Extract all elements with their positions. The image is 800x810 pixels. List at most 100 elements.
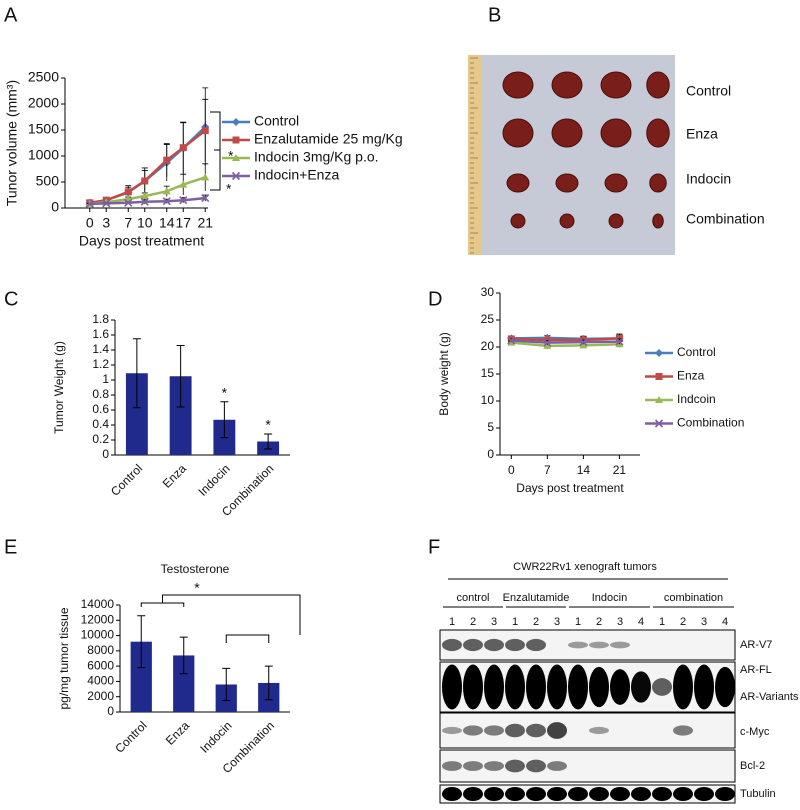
- y-tick-label: 0.2: [92, 432, 109, 446]
- marker: [655, 373, 663, 380]
- y-tick-label: 14000: [81, 597, 115, 611]
- tumor: [559, 213, 575, 229]
- group-label: control: [456, 592, 489, 604]
- y-tick-label: 25: [481, 312, 495, 326]
- panel-letter: A: [4, 4, 18, 26]
- band: [568, 641, 588, 649]
- tumor: [604, 173, 628, 193]
- band: [715, 787, 735, 801]
- legend-label: Enzalutamide 25 mg/Kg: [254, 131, 403, 147]
- y-tick-label: 0: [107, 704, 114, 718]
- chart-title: Testosterone: [161, 562, 230, 576]
- y-tick-label: 0.4: [92, 417, 109, 431]
- marker: [201, 127, 209, 135]
- annotation: *: [222, 384, 228, 400]
- band: [589, 666, 609, 708]
- y-tick-label: 6000: [87, 658, 114, 672]
- photo-row-label: Control: [686, 83, 731, 99]
- blot-header: CWR22Rv1 xenograft tumors: [513, 561, 657, 573]
- marker: [232, 118, 240, 126]
- marker: [179, 196, 188, 205]
- band: [547, 787, 567, 801]
- x-tick-label: Indocin: [197, 718, 234, 755]
- error-bar: [137, 615, 146, 669]
- y-tick-label: 8000: [87, 643, 114, 657]
- marker: [124, 188, 132, 196]
- lane-number: 2: [533, 616, 539, 628]
- band: [442, 726, 462, 735]
- y-tick-label: 2500: [28, 69, 59, 85]
- annotation: *: [228, 148, 234, 164]
- band: [484, 664, 504, 710]
- band: [547, 761, 567, 771]
- band: [610, 641, 630, 649]
- y-tick-label: 0: [487, 447, 494, 461]
- marker: [163, 156, 171, 164]
- series-line: [511, 341, 620, 348]
- y-axis-label: Tumor Weight (g): [52, 341, 66, 434]
- annotation: *: [226, 181, 232, 197]
- legend-label: Indcoin: [677, 392, 716, 406]
- tumor: [506, 173, 530, 193]
- band: [442, 638, 462, 652]
- band: [484, 638, 504, 652]
- band: [463, 638, 483, 652]
- marker: [201, 194, 210, 203]
- y-tick-label: 5: [487, 420, 494, 434]
- marker: [579, 341, 588, 349]
- x-tick-label: 10: [137, 215, 153, 231]
- band: [526, 723, 546, 738]
- chart: D 0 5 10 15 20 25 30 Body weight (g) 0 7 14 21 Days p…: [428, 285, 744, 495]
- lane-number: 2: [596, 616, 602, 628]
- y-tick-label: 1500: [28, 121, 59, 137]
- x-tick-label: Indocin: [195, 461, 232, 498]
- series-line: [89, 129, 207, 205]
- x-tick-label: Control: [108, 461, 145, 498]
- band: [652, 678, 672, 696]
- marker: [232, 154, 240, 161]
- marker: [179, 144, 187, 152]
- y-tick-label: 1.6: [92, 327, 109, 341]
- error-bar: [222, 667, 231, 702]
- y-tick-label: 20: [481, 339, 495, 353]
- lane-number: 3: [491, 616, 497, 628]
- tumor: [652, 213, 664, 229]
- marker: [654, 419, 664, 428]
- group-label: Indocin: [592, 592, 627, 604]
- lane-number: 3: [701, 616, 707, 628]
- tumor: [551, 118, 583, 148]
- photo-row-label: Indocin: [686, 171, 731, 187]
- y-tick-label: 0: [102, 447, 109, 461]
- series-line: [89, 125, 207, 205]
- marker: [543, 336, 551, 344]
- tumor: [502, 71, 534, 99]
- band: [505, 664, 525, 710]
- marker: [507, 336, 516, 345]
- blot-frame: [439, 712, 736, 749]
- y-tick-label: 1000: [28, 147, 59, 163]
- y-tick-label: 0.6: [92, 402, 109, 416]
- panel-letter: C: [4, 288, 18, 310]
- row-label: AR-V7: [740, 639, 772, 651]
- tumor: [600, 71, 632, 99]
- marker: [201, 173, 210, 181]
- band: [694, 787, 714, 801]
- ruler-ticks: [470, 57, 478, 254]
- lane-number: 4: [722, 616, 728, 628]
- marker: [655, 349, 663, 357]
- x-tick-label: 3: [102, 215, 110, 231]
- y-tick-label: 1.8: [92, 312, 109, 326]
- panel-letter: D: [428, 288, 442, 310]
- marker: [579, 338, 588, 347]
- tumor: [510, 213, 526, 229]
- band: [526, 787, 546, 801]
- tumor: [608, 213, 624, 229]
- marker: [162, 197, 171, 206]
- marker: [615, 337, 624, 346]
- error-bar: [220, 401, 229, 439]
- lane-number: 3: [617, 616, 623, 628]
- band: [631, 787, 651, 801]
- band: [442, 664, 462, 710]
